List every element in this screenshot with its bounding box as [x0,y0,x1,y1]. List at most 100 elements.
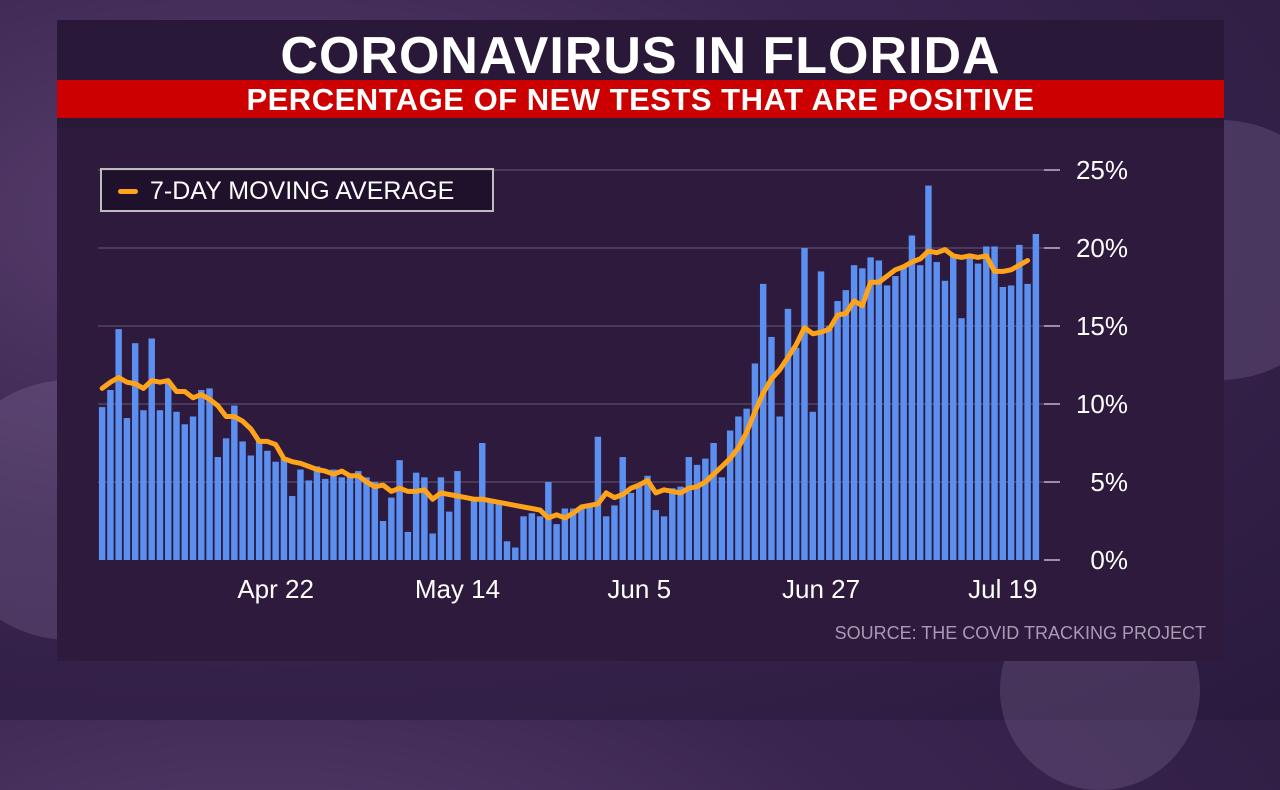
bar [305,480,312,560]
bar [768,336,775,560]
chart-subtitle: PERCENTAGE OF NEW TESTS THAT ARE POSITIV… [246,82,1035,117]
bar [140,410,147,560]
bar [363,477,370,560]
bar [933,262,940,560]
bar [594,436,602,560]
bar [214,457,222,560]
bar [495,502,502,560]
bar [611,505,618,560]
bar [660,516,668,560]
bar [569,508,577,560]
bar-line-chart: 0% 5% 10% 15% 20% 25% Apr 22 May 14 Jun 5 Jun 27 J… [98,155,1128,604]
bar [677,486,684,560]
legend-line-swatch [118,189,138,194]
bar [702,458,709,560]
bar [470,497,478,560]
bar [1032,233,1040,560]
bar [652,510,659,560]
bar [892,276,899,560]
bar [644,475,651,560]
bar [379,521,387,560]
bar [280,458,288,560]
bar [247,455,255,560]
bar [958,318,965,560]
bar [685,457,693,560]
bar [619,457,626,560]
bar [693,464,701,560]
bar [983,246,990,560]
bar [743,408,750,560]
bar [809,411,816,560]
bar [826,326,833,560]
bar [966,254,973,561]
bar [322,478,329,560]
bar [636,486,643,560]
bar [264,450,271,560]
bar [867,257,874,560]
bar [776,416,783,560]
bar [173,411,180,560]
y-tick-label: 10% [1076,389,1128,419]
bar [991,246,998,560]
bar [883,285,891,560]
bar [98,407,106,560]
bar [131,343,139,560]
bar [454,471,461,560]
x-tick-label: Jun 27 [782,574,860,604]
bar [288,496,296,560]
y-tick-label: 0% [1090,545,1128,575]
legend: 7-DAY MOVING AVERAGE [100,168,494,212]
bar [429,533,436,560]
bar [900,266,907,560]
bar [602,516,610,560]
bar [231,405,238,560]
bar [388,497,395,560]
bar [239,441,246,560]
bar [916,265,924,560]
bar [784,308,792,560]
bar [1024,283,1031,560]
bar [396,460,403,560]
x-tick-label: May 14 [415,574,500,604]
bar [412,472,420,560]
bar [198,389,205,560]
bar [421,477,428,560]
subtitle-banner: PERCENTAGE OF NEW TESTS THAT ARE POSITIV… [57,80,1224,118]
bar [371,482,379,560]
bar [586,505,593,560]
bar [107,389,114,560]
bar [801,248,808,560]
bar [346,475,354,560]
bar [726,430,734,560]
bar [941,280,949,560]
bar [313,466,321,560]
bar [1007,285,1015,560]
bar [338,477,345,560]
bar [974,263,982,560]
bar [553,524,560,560]
bar [404,531,412,560]
bar [925,185,932,560]
bar [330,469,337,560]
y-tick-label: 15% [1076,311,1128,341]
bar [156,410,164,560]
bar [272,461,279,560]
bar [355,471,362,560]
bar [206,388,213,560]
bar [718,477,726,560]
bar [487,499,494,560]
y-tick-label: 20% [1076,233,1128,263]
x-tick-label: Jun 5 [607,574,671,604]
bar [189,416,197,560]
bar [735,416,742,560]
bar [561,508,569,560]
bar [850,265,858,560]
bar [536,516,544,560]
x-tick-label: Jul 19 [968,574,1037,604]
bar [950,255,957,561]
bar [255,441,263,560]
bar [512,547,519,560]
bar [751,363,759,560]
bar [859,268,866,560]
bar [445,511,453,560]
